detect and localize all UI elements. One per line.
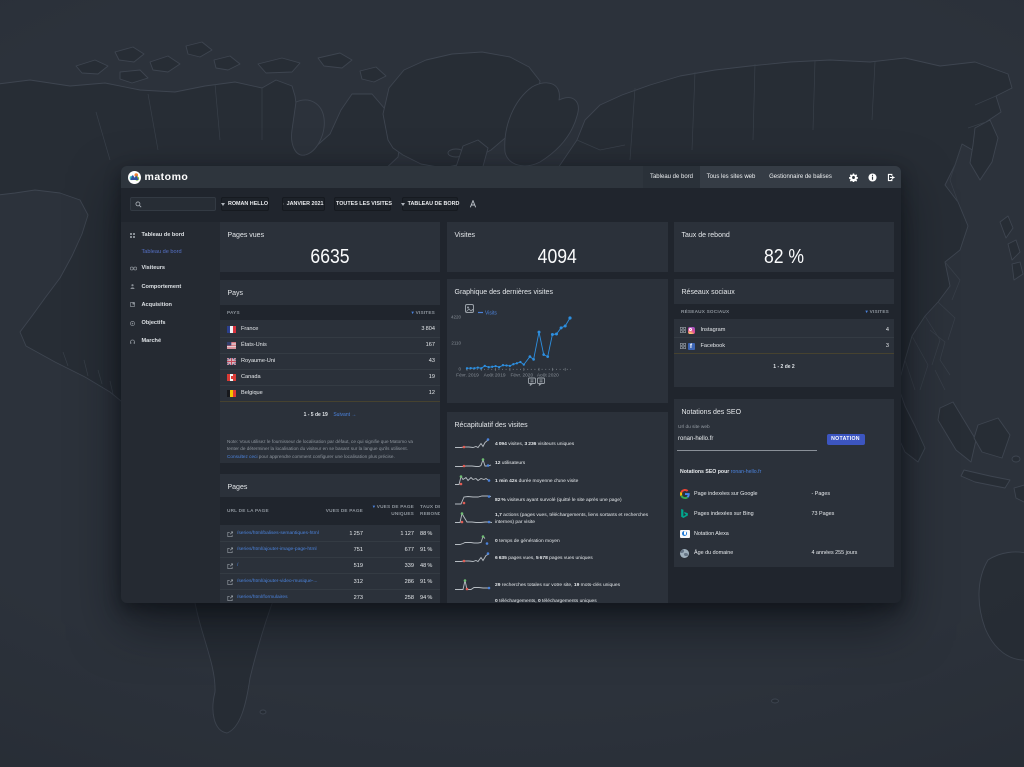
svg-text:Févr. 2019: Févr. 2019 [456,372,479,378]
svg-text:Août 2019: Août 2019 [484,372,506,378]
svg-text:4220: 4220 [451,314,462,319]
svg-text:2110: 2110 [451,340,461,345]
svg-text:Visits: Visits [485,310,497,316]
svg-text:Août 2020: Août 2020 [537,372,559,378]
svg-text:Févr. 2020: Févr. 2020 [510,372,533,378]
svg-text:0: 0 [458,366,461,371]
